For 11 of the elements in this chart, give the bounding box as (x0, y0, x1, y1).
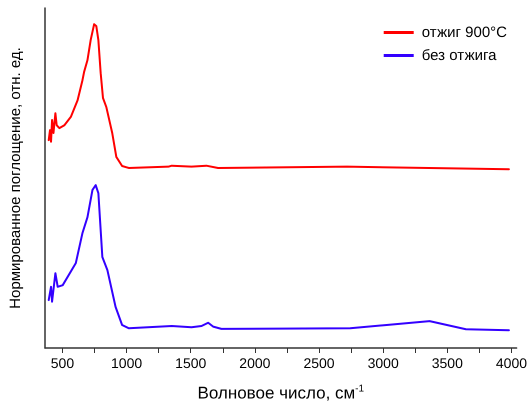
x-tick-label: 2000 (239, 355, 271, 371)
legend-label: отжиг 900°C (422, 24, 508, 41)
x-tick-label: 2500 (303, 355, 335, 371)
x-tick-label: 500 (50, 355, 74, 371)
x-tick-label: 3500 (432, 355, 464, 371)
legend-label: без отжига (422, 47, 498, 64)
y-axis-title: Нормированное поглощение, отн. ед. (7, 47, 24, 309)
x-tick-label: 1000 (111, 355, 142, 371)
x-tick-label: 4000 (496, 355, 528, 371)
x-tick-label: 3000 (368, 355, 399, 371)
x-tick-label: 1500 (175, 355, 207, 371)
